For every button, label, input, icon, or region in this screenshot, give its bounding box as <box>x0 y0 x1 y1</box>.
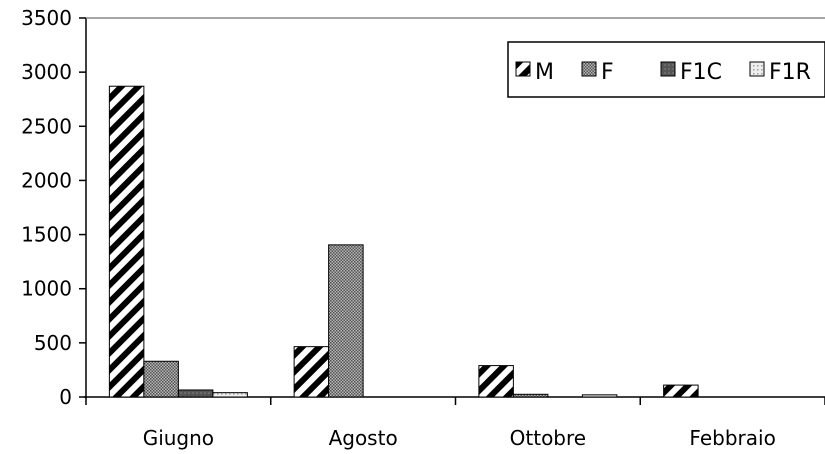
bar-f-ottobre <box>512 393 549 398</box>
y-axis: 0 500 1000 1500 2000 2500 3000 3500 <box>21 6 825 409</box>
x-axis: Giugno Agosto Ottobre Febbraio <box>84 396 825 450</box>
y-tick-label: 1500 <box>21 223 72 247</box>
bar-f1c-giugno <box>177 389 214 398</box>
bar-m-ottobre <box>478 365 514 398</box>
x-tick-label: Febbraio <box>689 426 775 450</box>
legend-label-f1c: F1C <box>680 60 722 85</box>
y-tick-label: 0 <box>59 385 72 409</box>
y-tick-label: 3500 <box>21 6 72 30</box>
bar-f1r-giugno <box>212 392 248 398</box>
x-tick-label: Ottobre <box>510 426 586 450</box>
legend-swatch-f1c <box>660 61 676 77</box>
legend-swatch-m <box>515 61 531 77</box>
legend: M F F1C F1R <box>507 41 825 98</box>
bar-f-agosto <box>328 244 364 398</box>
legend-label-m: M <box>535 60 554 85</box>
x-tick-label: Giugno <box>143 426 214 450</box>
legend-swatch-f <box>581 61 597 77</box>
bar-f1r-ottobre <box>581 394 618 398</box>
legend-label-f1r: F1R <box>769 60 811 85</box>
y-tick-label: 2500 <box>21 114 72 138</box>
bar-f-giugno <box>143 360 179 398</box>
bars <box>108 85 699 398</box>
y-tick-label: 1000 <box>21 277 72 301</box>
bar-m-giugno <box>108 85 145 398</box>
legend-label-f: F <box>601 60 614 85</box>
y-tick-label: 3000 <box>21 60 72 84</box>
y-tick-label: 2000 <box>21 168 72 192</box>
bar-m-febbraio <box>663 384 699 398</box>
x-tick-label: Agosto <box>329 426 398 450</box>
legend-swatch-f1r <box>749 61 765 77</box>
y-tick-label: 500 <box>34 331 72 355</box>
bar-m-agosto <box>293 346 330 398</box>
